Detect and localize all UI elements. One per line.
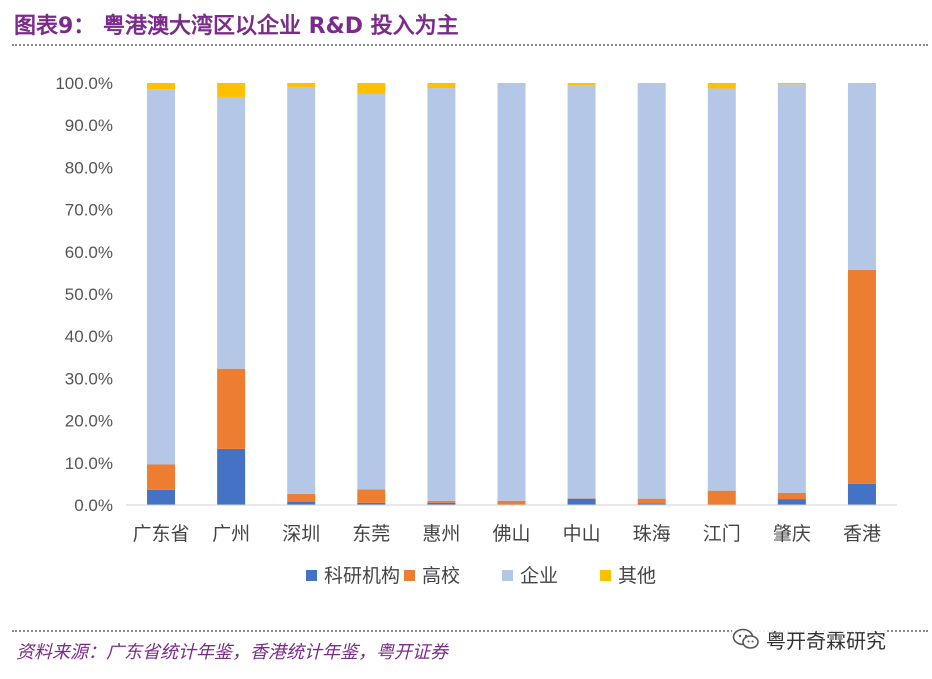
footer-divider [12, 630, 928, 632]
legend-swatch [404, 570, 415, 581]
watermark: 粤开奇霖研究 [732, 624, 886, 654]
legend-swatch [502, 570, 513, 581]
x-category-label: 香港 [843, 523, 881, 545]
y-tick-label: 40.0% [65, 327, 113, 346]
x-category-label: 佛山 [492, 523, 530, 545]
bar-segment-高校-惠州 [427, 500, 456, 503]
legend-swatch [600, 570, 611, 581]
bar-segment-高校-东莞 [357, 489, 386, 503]
legend-label: 其他 [618, 565, 656, 587]
y-tick-label: 90.0% [65, 116, 113, 135]
bar-segment-企业-惠州 [427, 88, 456, 501]
bar-segment-科研机构-广东省 [147, 489, 176, 505]
y-axis: 0.0% 10.0% 20.0% 30.0% 40.0% 50.0% 60.0% 70.0% 8… [55, 74, 113, 515]
bar-segment-科研机构-东莞 [357, 502, 386, 505]
y-tick-label: 80.0% [65, 158, 113, 177]
bar-segment-其他-中山 [567, 83, 596, 86]
bar-segment-其他-广东省 [147, 83, 176, 90]
legend-label: 高校 [422, 565, 460, 587]
bar-segment-其他-东莞 [357, 83, 386, 94]
x-category-label: 惠州 [422, 523, 460, 545]
y-tick-label: 30.0% [65, 369, 113, 388]
x-category-label: 广州 [212, 523, 250, 545]
bar-segment-企业-香港 [847, 83, 876, 270]
bar-segment-科研机构-惠州 [427, 502, 456, 505]
bar-segment-企业-深圳 [287, 87, 316, 495]
legend-label: 企业 [520, 565, 558, 587]
source-note: 资料来源：广东省统计年鉴，香港统计年鉴，粤开证券 [16, 642, 448, 663]
x-category-label: 广东省 [133, 523, 190, 545]
y-tick-label: 100.0% [55, 74, 113, 93]
bar-segment-企业-广东省 [147, 89, 176, 465]
y-tick-label: 60.0% [65, 243, 113, 262]
y-tick-label: 20.0% [65, 412, 113, 431]
bar-segment-其他-江门 [707, 83, 736, 89]
bar-segment-科研机构-珠海 [637, 503, 666, 505]
x-category-label: 珠海 [633, 523, 671, 545]
x-axis: 广东省 广州 深圳 东莞 惠州 佛山 中山 珠海 江门 肇庆 香港 [133, 523, 881, 545]
figure-title: 图表9： 粤港澳大湾区以企业 R&D 投入为主 [14, 14, 459, 39]
x-category-label: 肇庆 [773, 523, 811, 545]
y-tick-label: 70.0% [65, 201, 113, 220]
x-category-label: 江门 [703, 523, 741, 545]
bar-segment-企业-江门 [707, 88, 736, 491]
x-category-label: 东莞 [352, 523, 390, 545]
legend-swatch [306, 570, 317, 581]
bar-segment-企业-中山 [567, 85, 596, 499]
bar-segment-企业-东莞 [357, 93, 386, 490]
x-category-label: 中山 [563, 523, 601, 545]
bar-segment-其他-珠海 [637, 83, 666, 84]
stacked-bar-chart: 0.0% 10.0% 20.0% 30.0% 40.0% 50.0% 60.0% 70.0% 8… [55, 74, 897, 587]
bar-segment-企业-佛山 [497, 83, 526, 501]
bar-segment-高校-肇庆 [777, 492, 806, 500]
bar-segment-科研机构-深圳 [287, 501, 316, 505]
bar-segment-企业-珠海 [637, 83, 666, 499]
y-tick-label: 0.0% [74, 496, 113, 515]
legend: 科研机构 高校 企业 其他 [306, 565, 656, 587]
bar-area [147, 83, 876, 505]
bar-segment-科研机构-香港 [847, 483, 876, 505]
x-category-label: 深圳 [282, 523, 320, 545]
watermark-text: 粤开奇霖研究 [766, 628, 886, 653]
title-divider [12, 44, 928, 46]
y-tick-label: 50.0% [65, 285, 113, 304]
wechat-icon [732, 628, 759, 649]
bar-segment-高校-广东省 [147, 464, 176, 490]
bar-segment-高校-深圳 [287, 494, 316, 502]
bar-segment-企业-广州 [217, 96, 246, 369]
bar-segment-高校-广州 [217, 368, 246, 449]
bar-segment-其他-佛山 [497, 83, 526, 84]
legend-label: 科研机构 [324, 565, 400, 587]
y-tick-label: 10.0% [65, 454, 113, 473]
bar-segment-科研机构-中山 [567, 498, 596, 505]
bar-segment-其他-深圳 [287, 83, 316, 88]
bar-segment-其他-肇庆 [777, 83, 806, 85]
bar-segment-高校-江门 [707, 490, 736, 505]
bar-segment-高校-佛山 [497, 500, 526, 505]
bar-segment-其他-惠州 [427, 83, 456, 89]
bar-segment-其他-广州 [217, 83, 246, 97]
bar-segment-高校-珠海 [637, 498, 666, 504]
bar-segment-企业-肇庆 [777, 84, 806, 493]
bar-segment-科研机构-广州 [217, 448, 246, 505]
bar-segment-高校-香港 [847, 269, 876, 484]
bar-segment-科研机构-肇庆 [777, 499, 806, 505]
